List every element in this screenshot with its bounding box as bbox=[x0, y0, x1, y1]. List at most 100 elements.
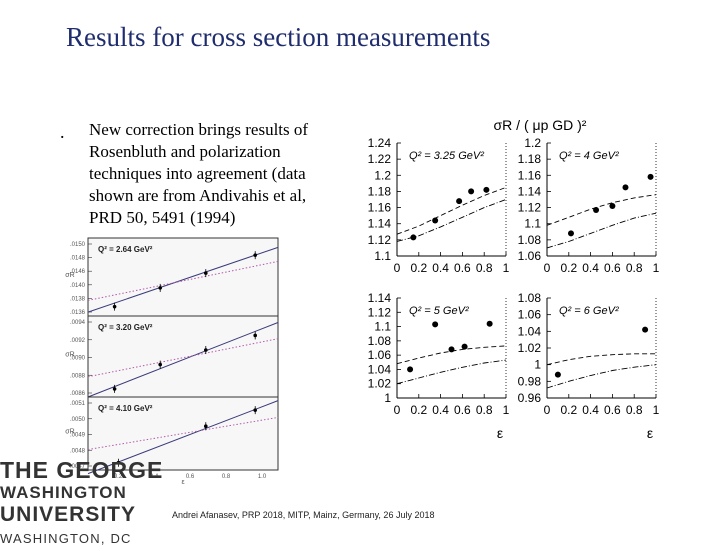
data-point bbox=[461, 343, 468, 350]
x-tick-label: 0.8 bbox=[476, 261, 493, 275]
x-axis-label: ε bbox=[497, 425, 503, 441]
paragraph-line: New correction brings results of bbox=[89, 120, 309, 139]
data-point bbox=[204, 348, 208, 352]
data-point bbox=[204, 424, 208, 429]
data-point bbox=[554, 371, 561, 378]
plot-frame bbox=[87, 237, 279, 317]
y-tick-label: 1.12 bbox=[368, 233, 392, 247]
y-tick-label: .0050 bbox=[70, 417, 86, 423]
data-point bbox=[432, 217, 439, 224]
y-tick-label: 1.1 bbox=[374, 249, 391, 263]
y-tick-label: .0146 bbox=[70, 269, 86, 275]
logo-line: WASHINGTON, DC bbox=[0, 531, 132, 546]
x-tick-label: 0 bbox=[394, 403, 401, 417]
data-point bbox=[622, 184, 629, 191]
data-point bbox=[253, 408, 257, 412]
y-tick-label: 1.08 bbox=[368, 334, 392, 348]
y-tick-label: 1.1 bbox=[524, 217, 541, 231]
fit-line-dotted bbox=[87, 260, 279, 301]
panel-annotation: Q² = 6 GeV² bbox=[559, 305, 619, 317]
footer-citation: Andrei Afanasev, PRP 2018, MITP, Mainz, … bbox=[172, 510, 435, 520]
data-point bbox=[609, 202, 616, 209]
panel-annotation: Q² = 4 GeV² bbox=[559, 150, 619, 162]
y-tick-label: 1.24 bbox=[368, 136, 392, 150]
y-tick-label: 1.2 bbox=[524, 136, 541, 150]
panel-annotation: Q² = 3.25 GeV² bbox=[409, 150, 484, 162]
logo-line: THE GEORGE bbox=[0, 457, 164, 483]
logo-line: WASHINGTON bbox=[0, 483, 127, 502]
theory-curve-dashed bbox=[396, 186, 507, 235]
y-tick-label: 1.08 bbox=[518, 291, 542, 305]
panel-annotation: Q² = 4.10 GeV² bbox=[98, 404, 153, 413]
x-tick-label: 0.8 bbox=[626, 261, 643, 275]
y-tick-label: 1.2 bbox=[374, 168, 391, 182]
x-tick-label: 0.2 bbox=[410, 403, 427, 417]
x-tick-label: 0.6 bbox=[454, 403, 471, 417]
x-tick-label: 0.2 bbox=[410, 261, 427, 275]
y-tick-label: 1.14 bbox=[368, 217, 392, 231]
x-tick-label: 0 bbox=[544, 403, 551, 417]
y-tick-label: 1.12 bbox=[518, 201, 542, 215]
theory-curve-dash-dot bbox=[546, 364, 657, 389]
paragraph-line: PRD 50, 5491 (1994) bbox=[89, 208, 236, 227]
data-point bbox=[448, 346, 455, 353]
y-tick-label: 1.18 bbox=[368, 184, 392, 198]
x-tick-label: 0 bbox=[394, 261, 401, 275]
x-axis-label: ε bbox=[181, 479, 184, 486]
y-tick-label: .0086 bbox=[70, 391, 86, 397]
data-point bbox=[253, 253, 257, 257]
theory-curve-dash-dot bbox=[396, 199, 507, 242]
y-tick-label: 1.18 bbox=[518, 152, 542, 166]
y-tick-label: 0.96 bbox=[518, 391, 542, 405]
y-tick-label: 1.04 bbox=[368, 362, 392, 376]
theory-curve-dash-dot bbox=[546, 212, 657, 249]
x-tick-label: 0.4 bbox=[432, 403, 449, 417]
data-point bbox=[593, 206, 600, 213]
data-point bbox=[432, 321, 439, 328]
data-point bbox=[647, 173, 654, 180]
theory-curve-dashed bbox=[396, 345, 507, 365]
y-tick-label: 1.02 bbox=[518, 341, 542, 355]
y-tick-label: .0148 bbox=[70, 256, 86, 262]
fit-line-dotted bbox=[87, 416, 279, 451]
theory-curve-dashed bbox=[546, 194, 657, 226]
page-title: Results for cross section measurements bbox=[66, 22, 491, 52]
panel-annotation: Q² = 3.20 GeV² bbox=[98, 323, 153, 332]
y-tick-label: .0048 bbox=[70, 448, 86, 454]
y-tick-label: 1.06 bbox=[368, 348, 392, 362]
y-tick-label: 1.16 bbox=[368, 201, 392, 215]
y-tick-label: .0090 bbox=[70, 356, 86, 362]
x-tick-label: 0.2 bbox=[560, 261, 577, 275]
x-tick-label: 0 bbox=[544, 261, 551, 275]
data-point bbox=[204, 271, 208, 275]
y-tick-label: 1.22 bbox=[368, 152, 392, 166]
y-tick-label: .0136 bbox=[70, 310, 86, 316]
data-point bbox=[642, 326, 649, 333]
x-tick-label: 1 bbox=[653, 261, 660, 275]
x-tick-label: 0.4 bbox=[150, 474, 159, 480]
x-tick-label: 1.0 bbox=[258, 474, 267, 480]
fit-line-solid bbox=[87, 246, 279, 313]
x-tick-label: 0.6 bbox=[604, 261, 621, 275]
data-point bbox=[116, 460, 121, 465]
data-point bbox=[112, 304, 117, 309]
y-tick-label: 1 bbox=[534, 358, 541, 372]
theory-curve-dash-dot bbox=[396, 359, 507, 385]
paragraph-line: techniques into agreement (data bbox=[89, 164, 306, 183]
y-tick-label: 1.1 bbox=[374, 320, 391, 334]
y-axis-label: σR bbox=[65, 429, 74, 436]
x-tick-label: 0.4 bbox=[582, 403, 599, 417]
y-tick-label: .0088 bbox=[70, 373, 86, 379]
panel-annotation: Q² = 2.64 GeV² bbox=[98, 245, 153, 254]
x-tick-label: 1 bbox=[503, 403, 510, 417]
y-tick-label: 0.98 bbox=[518, 374, 542, 388]
x-tick-label: 1 bbox=[503, 261, 510, 275]
x-tick-label: 1 bbox=[653, 403, 660, 417]
data-point bbox=[410, 234, 417, 241]
description-paragraph: New correction brings results of Rosenbl… bbox=[89, 119, 339, 229]
paragraph-line: Rosenbluth and polarization bbox=[89, 142, 281, 161]
y-tick-label: .0150 bbox=[70, 242, 86, 248]
y-tick-label: 1.02 bbox=[368, 377, 392, 391]
y-tick-label: 1.06 bbox=[518, 249, 542, 263]
